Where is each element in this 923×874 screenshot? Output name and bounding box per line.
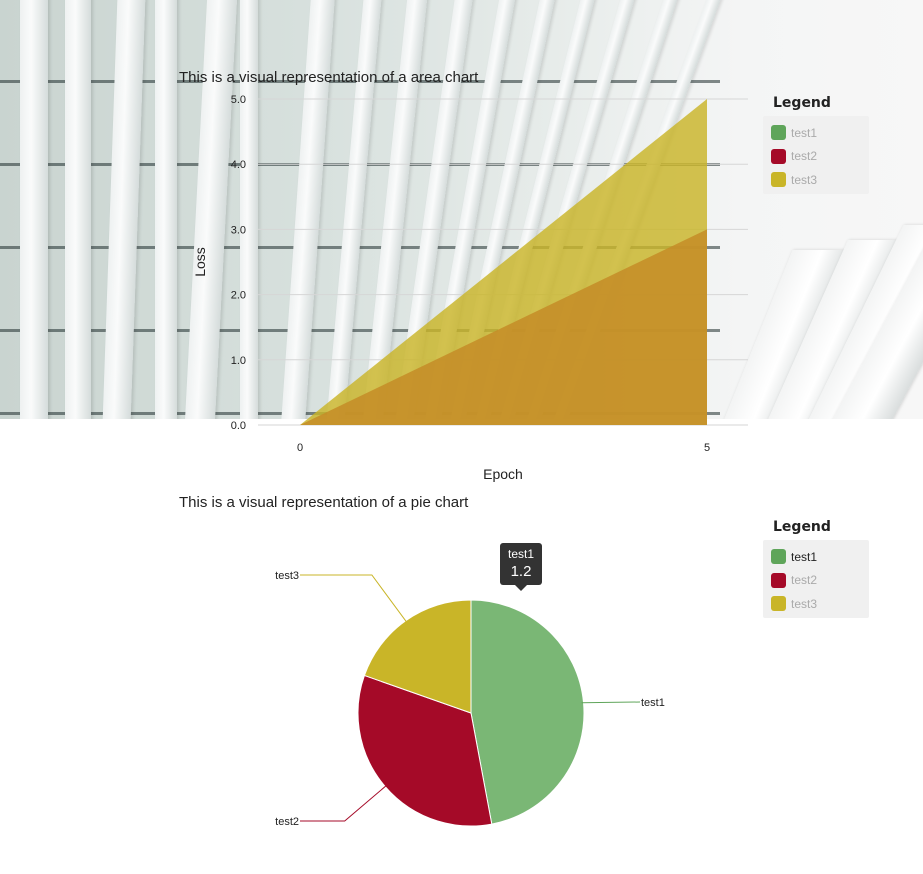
legend-title: Legend <box>773 95 831 111</box>
legend-item-test1[interactable]: test1 <box>763 121 869 145</box>
legend-swatch <box>771 148 786 164</box>
pie-label-test3: test3 <box>275 570 299 582</box>
legend-swatch <box>771 572 786 588</box>
facade-fin <box>155 0 177 419</box>
legend-label: test1 <box>791 549 818 564</box>
legend-list: test1 test2 test3 <box>763 116 869 194</box>
x-tick-label: 0 <box>297 442 303 454</box>
legend-swatch <box>771 549 786 565</box>
facade-fin <box>65 0 91 419</box>
y-tick-label: 0.0 <box>231 420 246 432</box>
tooltip-series-name: test1 <box>508 547 535 561</box>
y-tick-label: 1.0 <box>231 355 246 367</box>
y-axis-label: Loss <box>192 247 208 277</box>
pie-chart-title: This is a visual representation of a pie… <box>179 494 469 511</box>
legend-item-test2[interactable]: test2 <box>763 145 869 169</box>
area-series-test3[interactable] <box>300 229 707 425</box>
pie-slice-test1[interactable] <box>470 599 585 825</box>
pie-leader-line-test1 <box>581 701 641 704</box>
facade-fin <box>20 0 48 419</box>
legend-item-test1[interactable]: test1 <box>763 545 869 569</box>
area-chart-title: This is a visual representation of a are… <box>179 69 479 86</box>
pie-tooltip: test1 1.2 <box>500 543 543 591</box>
y-tick-label: 4.0 <box>231 159 246 171</box>
area-chart: 0.0 1.0 2.0 3.0 4.0 5.0 0 5 Epoch Loss <box>192 94 748 482</box>
pie-label-test2: test2 <box>275 816 299 828</box>
x-tick-label: 5 <box>704 442 710 454</box>
y-tick-label: 5.0 <box>231 94 246 106</box>
area-legend: Legend test1 test2 test3 <box>763 95 869 194</box>
legend-list: test1 test2 test3 <box>763 540 869 618</box>
legend-item-test2[interactable]: test2 <box>763 569 869 593</box>
legend-item-test3[interactable]: test3 <box>763 592 869 616</box>
pie-legend: Legend test1 test2 test3 <box>763 519 869 618</box>
legend-label: test3 <box>791 596 818 611</box>
pie-label-test1: test1 <box>641 697 665 709</box>
pie-leader-line-test3 <box>300 574 408 623</box>
y-tick-label: 3.0 <box>231 224 246 236</box>
pie-chart: test1 test2 test3 <box>275 570 665 828</box>
legend-label: test2 <box>791 573 818 588</box>
y-tick-label: 2.0 <box>231 290 246 302</box>
tooltip-value: 1.2 <box>510 563 532 580</box>
legend-swatch <box>771 596 786 612</box>
legend-swatch <box>771 125 786 141</box>
facade-fin <box>240 0 258 419</box>
x-axis-label: Epoch <box>483 466 523 482</box>
pie-leader-line-test2 <box>300 784 388 822</box>
legend-label: test1 <box>791 125 818 140</box>
legend-label: test3 <box>791 172 818 187</box>
legend-swatch <box>771 172 786 188</box>
legend-label: test2 <box>791 149 818 164</box>
legend-item-test3[interactable]: test3 <box>763 168 869 192</box>
legend-title: Legend <box>773 519 831 535</box>
